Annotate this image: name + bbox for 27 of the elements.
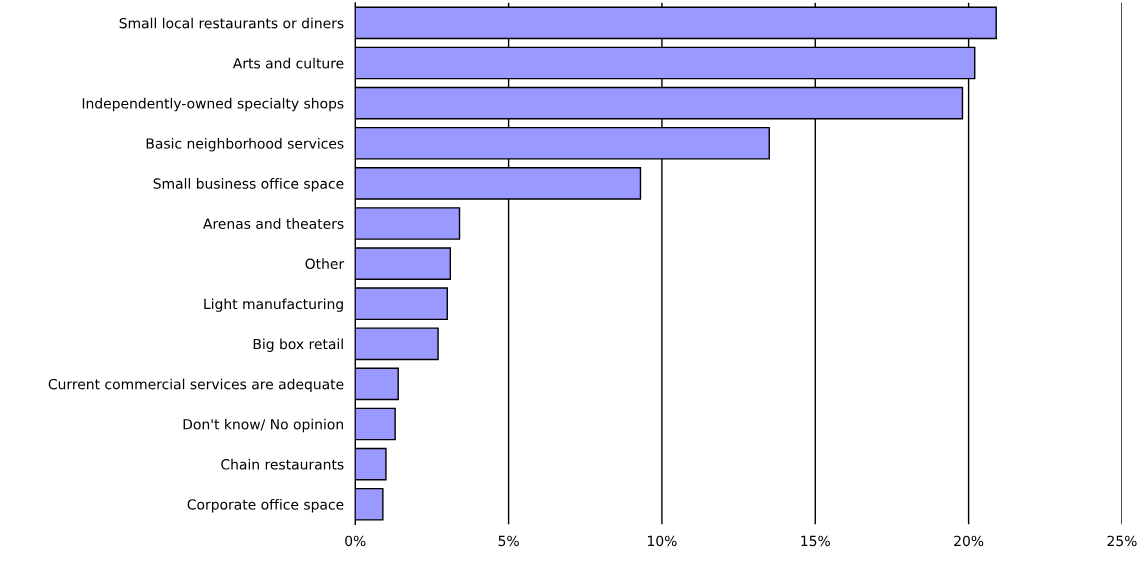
- bar: [355, 207, 461, 240]
- y-tick-label: Arenas and theaters: [203, 218, 344, 229]
- y-tick-label: Don't know/ No opinion: [183, 418, 343, 433]
- bar: [355, 287, 448, 321]
- x-tick-label: 15%: [801, 535, 830, 547]
- bar: [355, 247, 452, 280]
- x-tick-label: 10%: [648, 535, 677, 547]
- y-tick-label: Independently-owned specialty shops: [82, 97, 344, 112]
- bar: [355, 487, 384, 521]
- bar: [355, 447, 387, 481]
- y-tick-label: Arts and culture: [232, 57, 344, 69]
- bar: [355, 367, 399, 401]
- x-tick-label: 0%: [345, 535, 366, 547]
- x-tick-label: 20%: [954, 535, 984, 547]
- y-tick-label: Light manufacturing: [204, 298, 343, 312]
- y-tick-label: Big box retail: [253, 338, 343, 352]
- x-tick-label: 5%: [498, 535, 519, 547]
- bar: [355, 407, 396, 441]
- bar: [355, 327, 439, 361]
- x-tick-label: 25%: [1107, 535, 1137, 547]
- y-tick-label: Small business office space: [153, 178, 344, 192]
- y-tick-label: Corporate office space: [187, 498, 344, 513]
- y-tick-label: Basic neighborhood services: [146, 137, 344, 152]
- y-tick-label: Chain restaurants: [221, 458, 344, 470]
- y-tick-label: Small local restaurants or diners: [119, 17, 344, 29]
- y-tick-label: Other: [305, 258, 345, 270]
- y-tick-label: Current commercial services are adequate: [48, 378, 344, 393]
